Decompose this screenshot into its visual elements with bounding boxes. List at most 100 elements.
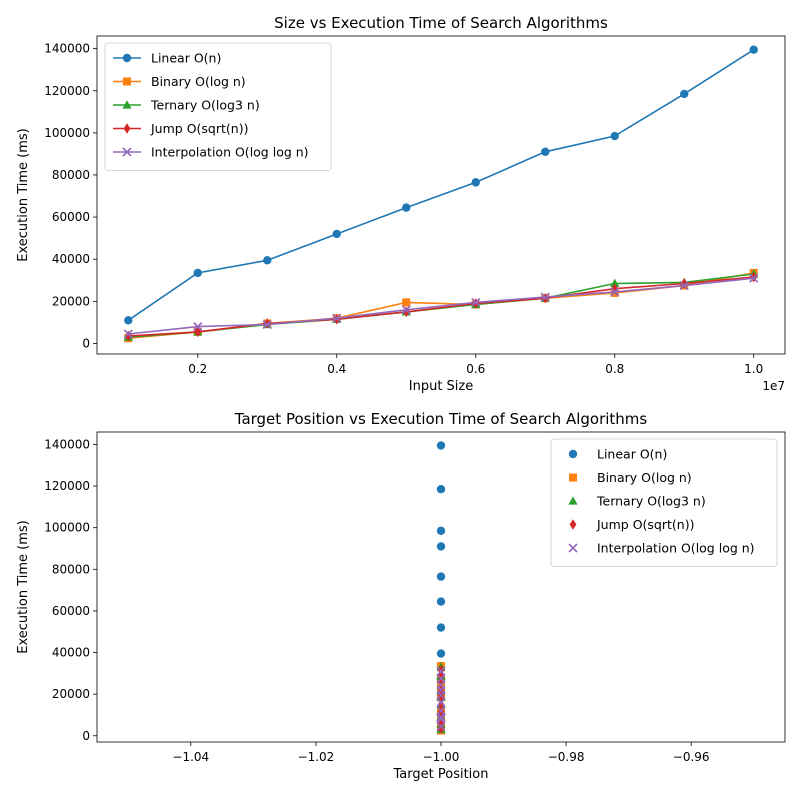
legend-marker (568, 496, 578, 505)
y-tick-label: 120000 (44, 479, 90, 493)
series-interpolation (436, 666, 446, 731)
y-tick-label: 40000 (52, 252, 90, 266)
y-tick-label: 120000 (44, 84, 90, 98)
data-point (402, 203, 411, 212)
legend-marker (122, 53, 132, 63)
legend-marker (123, 77, 131, 86)
data-point (540, 292, 550, 302)
data-point (124, 316, 133, 325)
data-point (679, 280, 689, 291)
x-tick-label: −0.96 (673, 750, 710, 764)
legend: Linear O(n) Binary O(log n) Ternary O(log3… (550, 438, 778, 567)
y-tick-label: 60000 (52, 210, 90, 224)
x-offset-label: 1e7 (762, 379, 785, 393)
x-tick-label: −0.98 (548, 750, 585, 764)
y-tick-label: 100000 (44, 521, 90, 535)
data-point (402, 298, 411, 307)
legend-marker (568, 449, 578, 459)
legend-marker (569, 473, 577, 482)
data-point (436, 666, 446, 676)
y-tick-label: 100000 (44, 126, 90, 140)
series-interpolation (123, 273, 759, 339)
data-point (437, 671, 445, 682)
data-point (436, 572, 446, 581)
legend-label: Linear O(n) (597, 447, 667, 462)
plot-frame (96, 35, 786, 355)
x-tick-label: −1.04 (172, 750, 209, 764)
series-linear (124, 45, 758, 325)
data-point (124, 330, 132, 342)
legend-label: Ternary O(log3 n) (596, 494, 706, 509)
y-tick-label: 80000 (52, 168, 90, 182)
chart-2: Target Position vs Execution Time of Sea… (16, 410, 786, 782)
legend-box (104, 42, 332, 171)
data-point (262, 319, 272, 330)
data-point (610, 287, 620, 297)
data-point (436, 485, 446, 494)
legend-label: Interpolation O(log log n) (597, 541, 755, 556)
x-tick-label: −1.02 (298, 750, 335, 764)
x-axis-label: Target Position (393, 767, 489, 782)
y-axis-label: Execution Time (ms) (16, 520, 31, 653)
data-point (332, 313, 342, 323)
data-point (749, 45, 758, 54)
y-tick-label: 40000 (52, 646, 90, 660)
y-tick-label: 20000 (52, 294, 90, 308)
legend-marker (569, 519, 577, 530)
data-point (436, 721, 446, 731)
data-point (436, 714, 446, 724)
data-point (436, 597, 446, 606)
data-point (193, 322, 203, 332)
data-point (436, 526, 446, 536)
data-point (436, 706, 446, 716)
chart-title: Size vs Execution Time of Search Algorit… (274, 14, 608, 32)
series-line (128, 277, 754, 335)
legend-marker (122, 100, 132, 109)
data-point (437, 699, 445, 710)
data-point (401, 305, 411, 315)
x-tick-label: 0.2 (188, 362, 207, 376)
data-point (471, 297, 481, 307)
data-point (436, 673, 446, 684)
legend-label: Linear O(n) (151, 51, 221, 66)
data-point (123, 329, 133, 339)
legend-marker (122, 147, 132, 157)
legend-label: Jump O(sqrt(n)) (596, 517, 694, 532)
data-point (680, 89, 689, 99)
data-point (749, 273, 759, 283)
legend-box (550, 438, 778, 567)
legend-marker (568, 543, 578, 553)
x-tick-label: 0.4 (327, 362, 346, 376)
data-point (437, 676, 445, 687)
x-tick-label: 0.6 (466, 362, 485, 376)
y-tick-label: 140000 (44, 437, 90, 451)
data-point (263, 256, 272, 265)
series-line (128, 276, 754, 337)
legend-label: Binary O(log n) (597, 470, 692, 485)
data-point (436, 697, 446, 708)
y-tick-label: 80000 (52, 562, 90, 576)
series-line (127, 49, 755, 321)
y-tick-label: 60000 (52, 604, 90, 618)
y-tick-label: 0 (82, 336, 90, 350)
legend-label: Jump O(sqrt(n)) (150, 121, 248, 136)
data-point (193, 268, 202, 278)
y-tick-label: 140000 (44, 42, 90, 56)
data-point (471, 178, 480, 187)
data-point (436, 441, 446, 450)
x-axis-label: Input Size (409, 379, 473, 394)
x-tick-label: −1.00 (423, 750, 460, 764)
data-point (436, 542, 446, 551)
data-point (541, 147, 550, 157)
chart-title: Target Position vs Execution Time of Sea… (234, 410, 648, 428)
data-point (436, 623, 446, 632)
data-point (610, 278, 620, 288)
data-point (332, 229, 341, 239)
data-point (610, 131, 619, 141)
x-tick-label: 1.0 (744, 362, 763, 376)
legend-marker (123, 123, 131, 134)
data-point (436, 649, 446, 658)
legend: Linear O(n) Binary O(log n) Ternary O(log3… (104, 42, 332, 171)
